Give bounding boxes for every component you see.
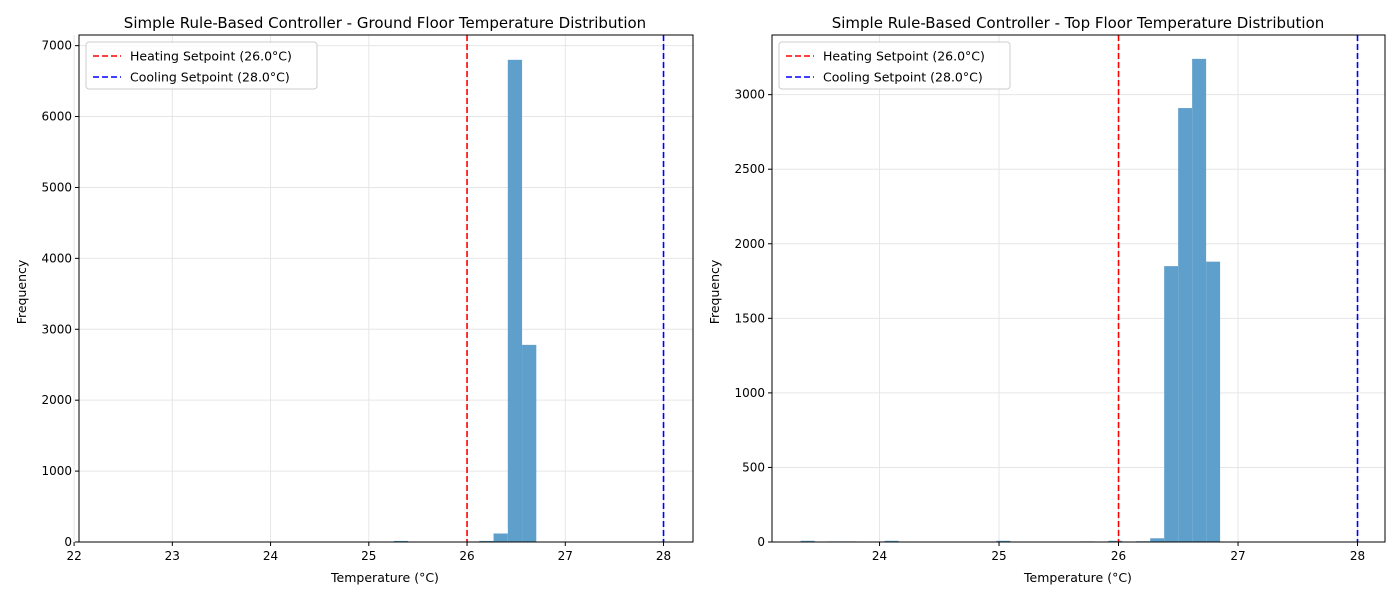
top-floor-y-tick-label-0: 0 [757,535,765,549]
top-floor-bar-0 [800,540,815,542]
ground-floor-bar-28 [522,344,537,542]
top-floor-x-tick-label-1: 25 [991,549,1006,563]
top-floor-legend-box [778,41,1011,90]
top-floor-histogram: Simple Rule-Based Controller - Top Floor… [707,14,1386,585]
ground-floor-bar-25 [479,540,494,542]
top-floor-bar-14 [1108,540,1123,542]
ground-floor-x-tick-label-6: 28 [656,549,671,563]
ground-floor-y-tick-label-6: 6000 [41,110,72,124]
top-floor-y-tick-label-6: 3000 [734,88,765,102]
top-floor-x-tick-label-4: 28 [1350,549,1365,563]
ground-floor-grid [73,35,693,543]
ground-floor-y-tick-label-7: 7000 [41,39,72,53]
top-floor-bar-16 [1150,538,1165,542]
ground-floor-y-tick-label-3: 3000 [41,322,72,336]
ground-floor-bar-27 [507,59,523,543]
ground-floor-bar-20 [393,540,409,542]
top-floor-bar-17 [1164,266,1179,542]
ground-floor-y-tick-label-4: 4000 [41,251,72,265]
top-floor-x-tick-label-0: 24 [872,549,887,563]
ground-floor-x-tick-label-4: 26 [459,549,474,563]
top-floor-x-ticks: 24 25 26 27 28 [872,542,1365,563]
ground-floor-x-tick-label-5: 27 [558,549,573,563]
ground-floor-x-tick-label-1: 23 [165,549,180,563]
top-floor-setpoint-lines [1117,35,1359,542]
ground-floor-legend-label-1: Cooling Setpoint (28.0°C) [130,70,290,85]
ground-floor-x-tick-label-0: 22 [66,549,81,563]
top-floor-axes-frame [771,34,1386,543]
ground-floor-legend-box [85,41,318,90]
ground-floor-x-axis-label: Temperature (°C) [330,570,439,585]
ground-floor-chart-title: Simple Rule-Based Controller - Ground Fl… [124,14,646,32]
ground-floor-axes-frame [78,34,694,543]
ground-floor-y-tick-label-5: 5000 [41,180,72,194]
ground-floor-y-tick-label-1: 1000 [41,464,72,478]
top-floor-bar-19 [1192,58,1207,542]
top-floor-bar-4 [884,540,899,542]
top-floor-grid [772,35,1385,543]
top-floor-y-axis-label: Frequency [707,259,722,324]
top-floor-y-tick-label-5: 2500 [734,162,765,176]
top-floor-x-tick-label-3: 27 [1230,549,1245,563]
top-floor-y-tick-label-1: 500 [742,460,765,474]
ground-floor-setpoint-lines [466,35,665,542]
top-floor-chart-title: Simple Rule-Based Controller - Top Floor… [832,14,1325,32]
top-floor-legend: Heating Setpoint (26.0°C) Cooling Setpoin… [778,41,1011,90]
ground-floor-bar-26 [493,533,508,542]
top-floor-y-tick-label-3: 1500 [734,311,765,325]
top-floor-y-ticks: 0 500 1000 1500 2000 2500 3000 [734,88,772,549]
top-floor-bars [800,58,1221,543]
ground-floor-x-tick-label-3: 25 [361,549,376,563]
ground-floor-legend-label-0: Heating Setpoint (26.0°C) [130,49,292,64]
ground-floor-bars [94,59,537,543]
ground-floor-legend: Heating Setpoint (26.0°C) Cooling Setpoin… [85,41,318,90]
top-floor-bar-9 [996,540,1011,542]
top-floor-x-tick-label-2: 26 [1111,549,1126,563]
ground-floor-x-ticks: 22 23 24 25 26 27 28 [66,542,671,563]
top-floor-legend-label-0: Heating Setpoint (26.0°C) [823,49,985,64]
top-floor-y-tick-label-4: 2000 [734,237,765,251]
ground-floor-x-tick-label-2: 24 [263,549,278,563]
ground-floor-y-tick-label-0: 0 [64,535,72,549]
ground-floor-histogram: Simple Rule-Based Controller - Ground Fl… [14,14,694,585]
top-floor-y-tick-label-2: 1000 [734,386,765,400]
ground-floor-y-ticks: 0 1000 2000 3000 4000 5000 6000 7000 [41,39,79,549]
top-floor-legend-label-1: Cooling Setpoint (28.0°C) [823,70,983,85]
ground-floor-y-axis-label: Frequency [14,259,29,324]
ground-floor-y-tick-label-2: 2000 [41,393,72,407]
top-floor-x-axis-label: Temperature (°C) [1023,570,1132,585]
top-floor-bar-18 [1178,108,1193,542]
top-floor-bar-20 [1206,261,1221,542]
